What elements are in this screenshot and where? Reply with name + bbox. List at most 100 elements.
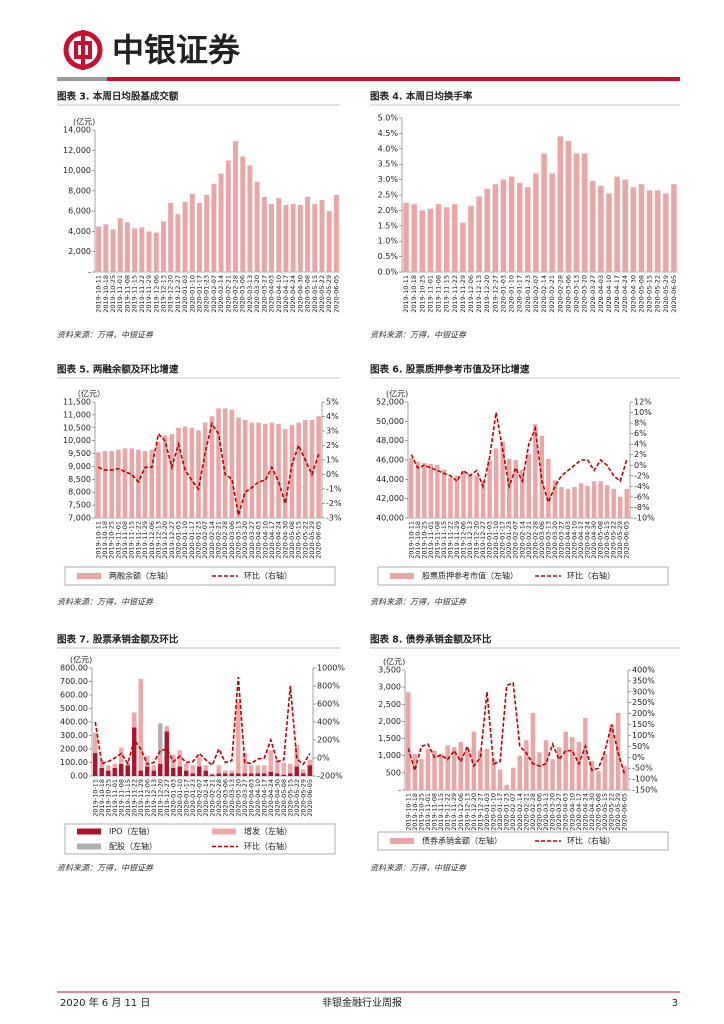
bar xyxy=(294,766,299,776)
y2-tick-label: 4% xyxy=(326,412,339,421)
x-tick-label: 2020-01-17 xyxy=(499,521,507,559)
line xyxy=(97,421,320,516)
bar xyxy=(585,486,590,518)
y-tick-label: 4,000 xyxy=(68,227,91,236)
x-tick-label: 2020-05-29 xyxy=(308,521,316,559)
y2-tick-label: 50% xyxy=(632,742,650,751)
y-tick-label: 500.00 xyxy=(60,704,88,713)
bar xyxy=(171,767,176,776)
x-tick-label: 2020-03-27 xyxy=(260,275,268,313)
x-tick-label: 2020-03-13 xyxy=(544,521,552,559)
bar xyxy=(216,765,221,774)
y-tick-label: 50,000 xyxy=(376,417,404,426)
y2-tick-label: 2% xyxy=(634,450,647,459)
bar xyxy=(550,759,555,790)
y-tick-label: 10,000 xyxy=(63,436,91,445)
x-tick-label: 2020-02-28 xyxy=(531,521,539,559)
bar xyxy=(124,222,130,272)
bar xyxy=(110,229,116,272)
y2-tick-label: -1% xyxy=(326,485,342,494)
bar xyxy=(484,188,490,272)
x-tick-label: 2019-11-08 xyxy=(433,521,441,559)
x-tick-label: 2020-02-21 xyxy=(208,779,216,817)
bar xyxy=(307,765,312,776)
y-tick-label: 14,000 xyxy=(63,126,91,135)
bar xyxy=(276,423,281,518)
chart-caption: 图表 3. 本周日均股基成交额 xyxy=(57,91,179,103)
x-tick-label: 2019-11-22 xyxy=(130,779,138,817)
x-tick-label: 2020-05-15 xyxy=(603,521,611,559)
bar xyxy=(182,426,188,518)
bar xyxy=(478,750,483,790)
y-tick-label: 700.00 xyxy=(60,677,88,686)
bar xyxy=(109,450,114,518)
bar xyxy=(533,173,539,272)
y-tick-label: 2,500 xyxy=(378,700,401,709)
legend-box xyxy=(64,823,336,855)
bar xyxy=(622,766,627,790)
bar xyxy=(177,750,182,767)
x-tick-label: 2020-02-14 xyxy=(217,275,225,313)
x-tick-label: 2019-11-29 xyxy=(145,275,153,313)
y2-tick-label: 3% xyxy=(326,427,339,436)
y2-tick-label: 0% xyxy=(326,470,339,479)
chart-caption: 图表 4. 本周日均换手率 xyxy=(370,91,473,103)
bar xyxy=(184,770,189,776)
bar xyxy=(615,712,621,790)
x-tick-label: 2020-01-17 xyxy=(195,275,203,313)
x-tick-label: 2020-03-06 xyxy=(221,779,229,817)
x-tick-label: 2019-11-08 xyxy=(117,779,125,817)
y-tick-label: 7,500 xyxy=(68,501,91,510)
x-tick-label: 2020-04-17 xyxy=(282,275,290,313)
y2-tick-label: 8% xyxy=(634,419,647,428)
bar xyxy=(530,712,536,790)
legend-swatch xyxy=(77,828,101,835)
y2-tick-label: 800% xyxy=(317,682,340,691)
x-tick-label: 2020-02-14 xyxy=(516,793,524,831)
bar xyxy=(262,765,267,774)
bar xyxy=(184,763,189,771)
bar xyxy=(510,767,516,790)
bar xyxy=(452,204,458,272)
bar xyxy=(139,227,145,272)
x-tick-label: 2020-04-17 xyxy=(577,521,585,559)
x-tick-label: 2019-11-29 xyxy=(453,521,461,559)
bar xyxy=(117,218,123,272)
bar xyxy=(102,450,108,518)
legend-swatch xyxy=(212,828,236,835)
x-tick-label: 2019-11-15 xyxy=(437,793,445,831)
x-tick-label: 2020-01-03 xyxy=(499,275,507,313)
legend-label: 环比（右轴） xyxy=(244,841,292,851)
bar xyxy=(403,202,409,272)
bar xyxy=(419,759,424,790)
x-tick-label: 2020-05-15 xyxy=(646,275,654,313)
bar xyxy=(541,153,547,272)
x-tick-label: 2020-05-22 xyxy=(608,793,616,831)
bar xyxy=(223,773,228,776)
bar xyxy=(240,156,246,272)
source: 资料来源：万得，中银证券 xyxy=(57,331,154,340)
bar xyxy=(572,487,577,518)
x-tick-label: 2019-12-06 xyxy=(467,275,475,313)
bar xyxy=(256,422,261,518)
bar xyxy=(497,769,503,790)
bar xyxy=(164,726,169,732)
legend-label: 环比（右轴） xyxy=(567,836,615,846)
bar xyxy=(288,773,293,776)
y2-tick-label: 0% xyxy=(632,753,645,762)
x-tick-label: 2020-01-17 xyxy=(516,275,524,313)
y2-tick-label: -100% xyxy=(632,775,658,784)
x-tick-label: 2020-06-05 xyxy=(621,793,629,831)
chart-caption: 图表 6. 股票质押参考市值及环比增速 xyxy=(370,364,530,376)
y-tick-label: 2.5% xyxy=(378,191,399,200)
x-tick-label: 2020-01-10 xyxy=(181,521,189,559)
y2-tick-label: -150% xyxy=(632,786,658,795)
bar xyxy=(409,458,414,518)
bar xyxy=(624,489,629,518)
x-tick-label: 2019-10-18 xyxy=(102,275,110,313)
x-tick-label: 2020-02-14 xyxy=(208,521,216,559)
bar xyxy=(425,748,431,790)
x-tick-label: 2020-05-22 xyxy=(318,275,326,313)
x-tick-label: 2020-03-27 xyxy=(557,521,565,559)
x-tick-label: 2019-12-20 xyxy=(156,779,164,817)
